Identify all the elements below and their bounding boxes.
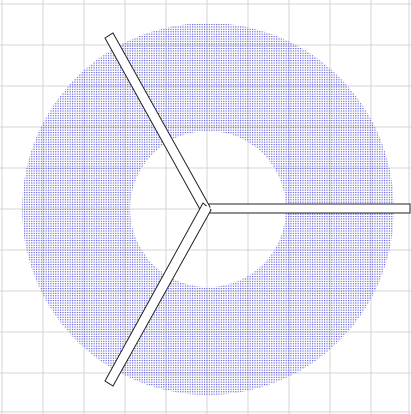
- annulus-ring: [21, 22, 395, 396]
- hub: [204, 206, 210, 212]
- tripod-arms: [104, 32, 411, 387]
- arm-east: [205, 203, 411, 214]
